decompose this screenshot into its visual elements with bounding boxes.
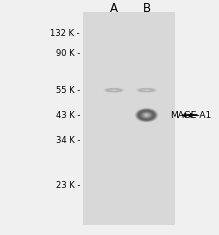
Ellipse shape bbox=[138, 88, 155, 92]
Ellipse shape bbox=[143, 113, 150, 117]
Ellipse shape bbox=[136, 109, 157, 122]
Ellipse shape bbox=[109, 89, 119, 91]
Ellipse shape bbox=[139, 110, 154, 120]
Ellipse shape bbox=[108, 89, 119, 91]
Ellipse shape bbox=[135, 108, 158, 122]
Ellipse shape bbox=[141, 112, 152, 118]
Ellipse shape bbox=[136, 88, 157, 93]
Text: MAGE-A1: MAGE-A1 bbox=[171, 111, 212, 120]
Text: 90 K -: 90 K - bbox=[56, 49, 80, 58]
Ellipse shape bbox=[111, 90, 117, 91]
Ellipse shape bbox=[143, 89, 150, 91]
Ellipse shape bbox=[110, 89, 118, 91]
Ellipse shape bbox=[106, 89, 121, 92]
Ellipse shape bbox=[138, 88, 155, 92]
Text: 23 K -: 23 K - bbox=[56, 181, 80, 190]
Ellipse shape bbox=[142, 112, 151, 118]
Ellipse shape bbox=[104, 88, 123, 92]
Text: A: A bbox=[110, 2, 118, 15]
Ellipse shape bbox=[140, 89, 153, 92]
Ellipse shape bbox=[146, 115, 147, 116]
Ellipse shape bbox=[134, 108, 159, 122]
Ellipse shape bbox=[141, 89, 152, 91]
Ellipse shape bbox=[145, 90, 148, 91]
Ellipse shape bbox=[140, 111, 153, 119]
Ellipse shape bbox=[105, 88, 123, 92]
Ellipse shape bbox=[112, 90, 116, 91]
Ellipse shape bbox=[137, 88, 156, 92]
Ellipse shape bbox=[141, 111, 152, 119]
Ellipse shape bbox=[103, 88, 125, 93]
Ellipse shape bbox=[106, 88, 122, 92]
Text: 34 K -: 34 K - bbox=[56, 136, 80, 145]
Bar bbox=[83, 12, 175, 225]
Ellipse shape bbox=[145, 114, 148, 116]
Ellipse shape bbox=[107, 89, 121, 92]
Ellipse shape bbox=[104, 88, 124, 93]
Ellipse shape bbox=[137, 109, 156, 121]
Text: 132 K -: 132 K - bbox=[51, 29, 80, 38]
Ellipse shape bbox=[142, 89, 151, 91]
Ellipse shape bbox=[110, 89, 117, 91]
Ellipse shape bbox=[139, 89, 154, 92]
Ellipse shape bbox=[138, 110, 155, 121]
Ellipse shape bbox=[144, 114, 149, 117]
Ellipse shape bbox=[140, 89, 153, 92]
Ellipse shape bbox=[143, 113, 150, 118]
Text: 55 K -: 55 K - bbox=[56, 86, 80, 95]
Ellipse shape bbox=[144, 90, 149, 91]
Ellipse shape bbox=[136, 88, 157, 93]
Ellipse shape bbox=[138, 110, 155, 120]
Ellipse shape bbox=[108, 89, 120, 92]
Text: 43 K -: 43 K - bbox=[56, 111, 80, 120]
Text: B: B bbox=[142, 2, 150, 15]
Ellipse shape bbox=[142, 89, 151, 91]
